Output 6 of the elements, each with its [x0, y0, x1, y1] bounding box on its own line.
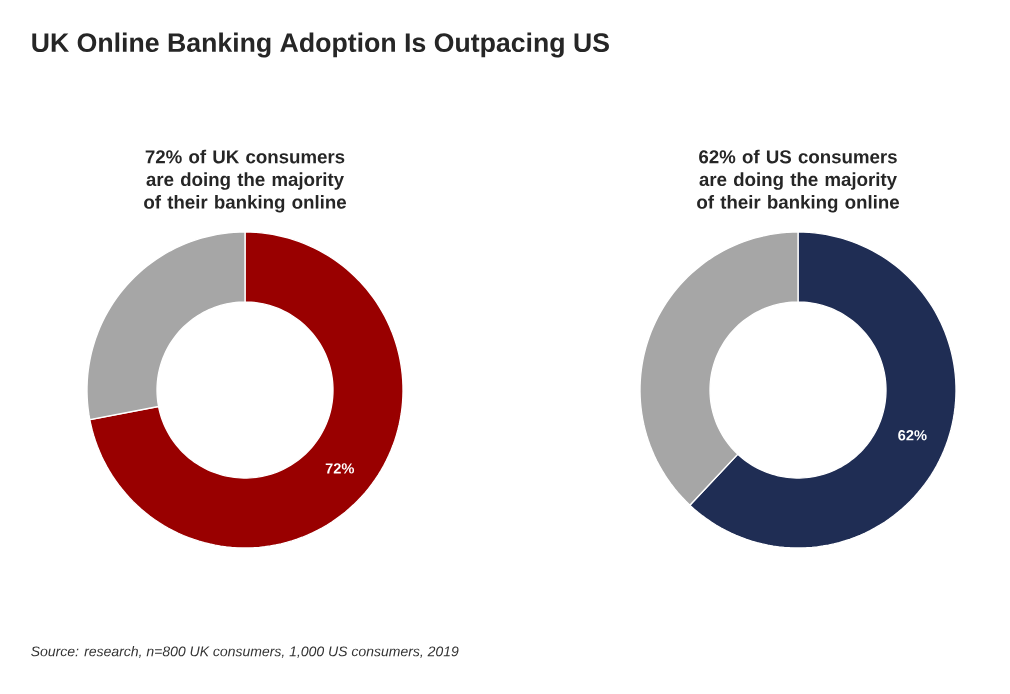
chart-subtitle: 62% of US consumers are doing the majority of their banking online [697, 149, 900, 213]
data-label: 72% [325, 463, 355, 474]
chart-title: UK Online Banking Adoption Is Outpacing US [32, 32, 609, 58]
data-label: 62% [898, 430, 927, 441]
chart-subtitle: 72% of UK consumers are doing the majority of their banking online [144, 149, 346, 213]
source-note: Source: research, n=800 UK consumers, 1,000 US consumers, 2019 [31, 646, 459, 658]
